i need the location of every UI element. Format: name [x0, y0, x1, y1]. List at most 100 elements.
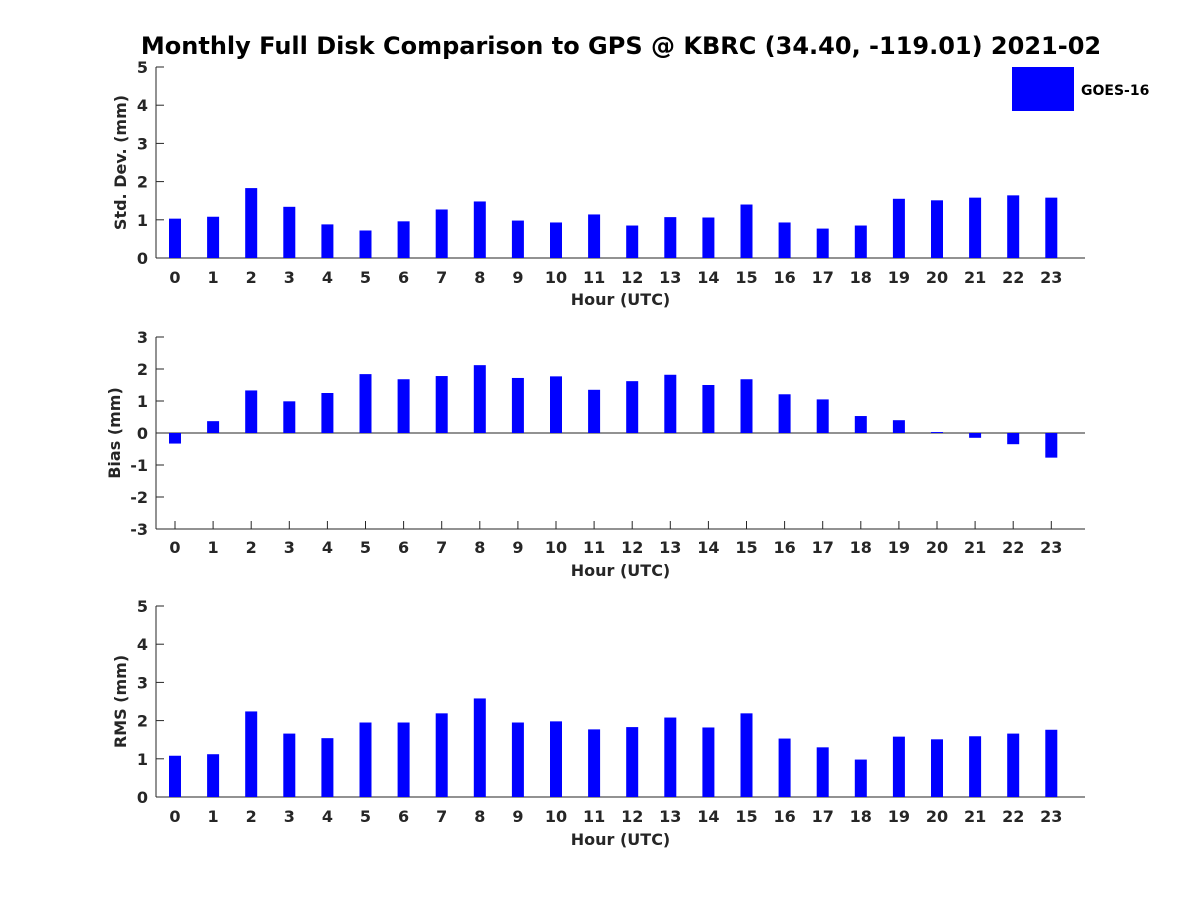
x-tick-label: 20 [926, 807, 948, 826]
y-tick-label: 2 [137, 360, 148, 379]
x-tick-label: 20 [926, 268, 948, 287]
bar-hour-8 [473, 698, 486, 797]
y-tick-label: 4 [137, 96, 148, 115]
x-tick-label: 23 [1040, 268, 1062, 287]
x-tick-label: 7 [436, 807, 447, 826]
y-axis-label: Bias (mm) [105, 387, 124, 479]
bar-hour-12 [626, 727, 639, 797]
bar-hour-22 [1007, 433, 1020, 445]
y-tick-label: 0 [137, 788, 148, 807]
x-tick-label: 17 [812, 807, 834, 826]
y-tick-label: 4 [137, 635, 148, 654]
y-tick-label: 5 [137, 597, 148, 616]
y-tick-label: 1 [137, 392, 148, 411]
x-tick-label: 13 [659, 268, 681, 287]
y-tick-label: 0 [137, 249, 148, 268]
x-tick-label: 11 [583, 807, 605, 826]
y-tick-label: -2 [130, 488, 148, 507]
x-tick-label: 11 [583, 268, 605, 287]
bar-hour-18 [854, 416, 867, 433]
bar-hour-5 [359, 230, 372, 258]
y-tick-label: 3 [137, 673, 148, 692]
bar-hour-0 [169, 433, 181, 444]
x-tick-label: 22 [1002, 807, 1024, 826]
bar-hour-18 [854, 225, 867, 258]
bar-hour-10 [550, 376, 562, 433]
bar-hour-8 [473, 201, 486, 258]
bar-hour-0 [169, 755, 181, 797]
bar-hour-11 [588, 389, 601, 433]
x-tick-label: 12 [621, 538, 643, 557]
bar-hour-4 [321, 738, 334, 797]
x-tick-label: 6 [398, 268, 409, 287]
bar-hour-4 [321, 224, 334, 258]
x-tick-label: 15 [735, 268, 757, 287]
bar-hour-7 [435, 713, 448, 797]
x-axis-label: Hour (UTC) [571, 290, 671, 309]
x-tick-label: 16 [773, 807, 795, 826]
bar-hour-2 [245, 188, 258, 258]
bar-hour-3 [283, 206, 296, 258]
y-tick-label: 3 [137, 134, 148, 153]
x-tick-label: 10 [545, 268, 567, 287]
bar-hour-0 [169, 218, 181, 258]
bar-hour-9 [511, 377, 524, 433]
y-tick-label: -3 [130, 520, 148, 539]
x-tick-label: 8 [474, 807, 485, 826]
x-tick-label: 3 [284, 538, 295, 557]
x-tick-label: 13 [659, 807, 681, 826]
bar-hour-6 [397, 379, 410, 433]
bar-hour-3 [283, 401, 296, 433]
bar-hour-2 [245, 711, 258, 797]
x-tick-label: 5 [360, 268, 371, 287]
x-axis-label: Hour (UTC) [571, 561, 671, 580]
bar-hour-11 [588, 729, 601, 797]
bar-hour-1 [207, 216, 220, 258]
y-tick-label: 1 [137, 211, 148, 230]
x-tick-label: 8 [474, 538, 485, 557]
x-tick-label: 0 [169, 807, 180, 826]
x-tick-label: 18 [850, 538, 872, 557]
bar-hour-21 [969, 433, 982, 438]
y-tick-label: 0 [137, 424, 148, 443]
x-tick-label: 7 [436, 268, 447, 287]
bar-hour-17 [816, 228, 829, 258]
bar-hour-21 [969, 197, 982, 258]
bar-hour-21 [969, 736, 982, 797]
x-tick-label: 12 [621, 268, 643, 287]
x-tick-label: 6 [398, 538, 409, 557]
x-tick-label: 14 [697, 538, 719, 557]
x-axis-label: Hour (UTC) [571, 830, 671, 849]
y-tick-label: 3 [137, 328, 148, 347]
chart-title: Monthly Full Disk Comparison to GPS @ KB… [141, 32, 1101, 60]
x-tick-label: 3 [284, 268, 295, 287]
x-tick-label: 4 [322, 268, 333, 287]
x-tick-label: 2 [246, 538, 257, 557]
x-tick-label: 17 [812, 538, 834, 557]
x-tick-label: 21 [964, 268, 986, 287]
x-tick-label: 1 [208, 807, 219, 826]
bar-hour-19 [892, 420, 905, 433]
x-tick-label: 22 [1002, 268, 1024, 287]
y-tick-label: -1 [130, 456, 148, 475]
bar-hour-16 [778, 738, 791, 797]
bar-hour-13 [664, 717, 677, 797]
bar-hour-22 [1007, 195, 1020, 258]
bar-hour-23 [1045, 729, 1058, 797]
bar-hour-7 [435, 209, 448, 258]
bar-hour-15 [740, 713, 753, 797]
bar-hour-1 [207, 421, 220, 433]
x-tick-label: 19 [888, 268, 910, 287]
x-tick-label: 1 [208, 268, 219, 287]
x-tick-label: 2 [246, 268, 257, 287]
x-tick-label: 11 [583, 538, 605, 557]
bar-hour-19 [892, 736, 905, 797]
x-tick-label: 1 [208, 538, 219, 557]
x-tick-label: 23 [1040, 807, 1062, 826]
y-tick-label: 2 [137, 173, 148, 192]
x-tick-label: 15 [735, 538, 757, 557]
bar-hour-3 [283, 733, 296, 797]
bar-hour-19 [892, 198, 905, 258]
